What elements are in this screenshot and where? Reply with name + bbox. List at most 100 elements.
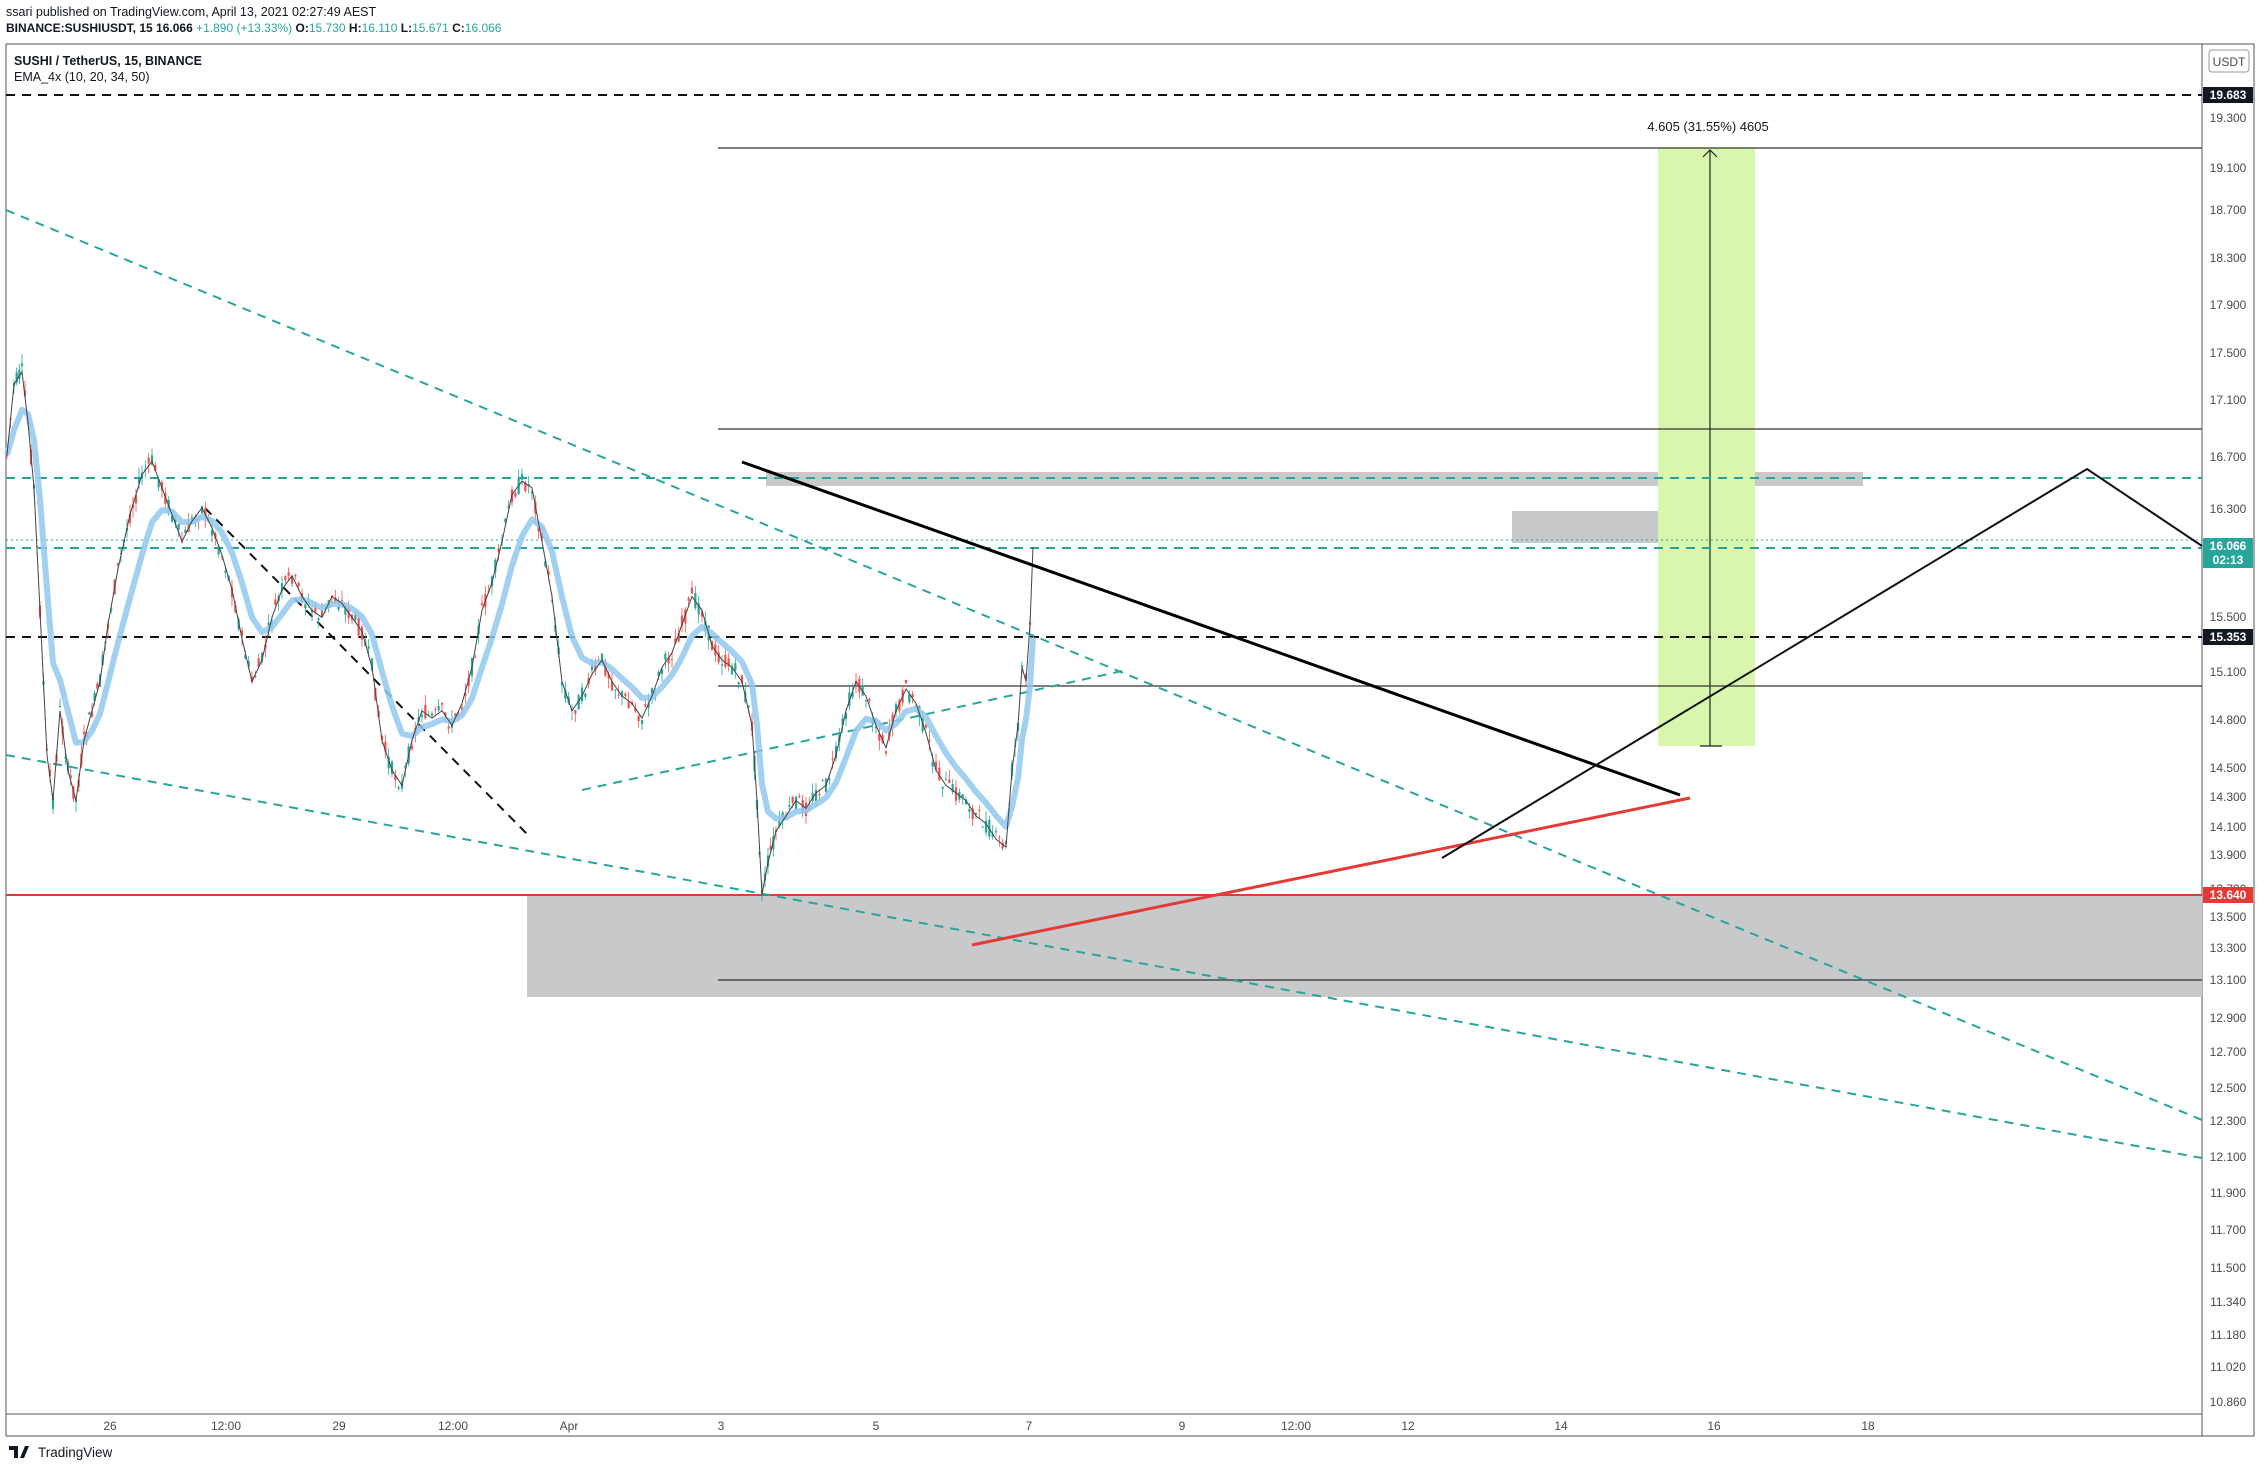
measure-label: 4.605 (31.55%) 4605	[1647, 119, 1768, 134]
candle-body	[530, 491, 534, 494]
candle-body	[674, 638, 677, 644]
candle-body	[904, 679, 908, 684]
candle-body	[58, 706, 62, 708]
candle-body	[527, 484, 530, 486]
price-tick-label: 12.100	[2210, 1150, 2247, 1164]
time-tick-label: 16	[1707, 1419, 1721, 1433]
candle-body	[720, 664, 724, 666]
candle-body	[898, 700, 901, 711]
price-tick-label: 19.300	[2210, 111, 2247, 125]
demand-zone	[527, 894, 2202, 997]
candle-body	[18, 369, 21, 380]
high-label: H:	[348, 21, 362, 35]
candle-body	[131, 504, 135, 509]
candle-body	[147, 457, 150, 464]
candle-body	[69, 775, 72, 779]
candle-body	[647, 703, 650, 708]
price-badge-label: 16.066	[2210, 539, 2247, 553]
candle-body	[677, 633, 680, 642]
candle-body	[610, 681, 614, 691]
price-tick-label: 11.700	[2210, 1223, 2246, 1237]
candle-body	[240, 630, 244, 636]
candle-body	[280, 583, 284, 592]
candle-body	[434, 709, 437, 711]
candle-body	[5, 454, 9, 457]
time-tick-label: 12	[1401, 1419, 1415, 1433]
publisher-line: ssari published on TradingView.com, Apri…	[6, 5, 377, 19]
candle-body	[564, 689, 567, 699]
candle-body	[737, 682, 740, 685]
candle-body	[617, 694, 620, 696]
candle-body	[934, 761, 938, 770]
candle-body	[174, 518, 177, 524]
candle-body	[868, 698, 871, 701]
candle-body	[660, 669, 664, 675]
publish-header: ssari published on TradingView.com, Apri…	[6, 4, 501, 36]
candle-body	[134, 495, 138, 504]
candle-body	[644, 704, 647, 707]
candle-body	[524, 482, 527, 491]
price-badge-label: 13.640	[2210, 888, 2247, 902]
candle-body	[340, 599, 344, 602]
price-tick-label: 12.700	[2210, 1045, 2247, 1059]
candle-body	[998, 837, 1001, 839]
price-tick-label: 12.900	[2210, 1011, 2247, 1025]
candle-body	[984, 820, 988, 833]
candle-body	[607, 673, 610, 679]
candle-body	[928, 739, 931, 742]
candle-body	[844, 712, 848, 720]
candle-body	[410, 746, 414, 750]
time-tick-label: Apr	[560, 1419, 579, 1433]
high-value: 16.110	[361, 21, 398, 35]
candle-body	[727, 658, 730, 667]
candle-body	[600, 653, 604, 663]
candle-body	[667, 657, 670, 664]
tradingview-logo[interactable]: TradingView	[8, 1444, 112, 1460]
price-badge-countdown: 02:13	[2213, 553, 2244, 567]
candle-body	[354, 614, 357, 620]
price-tick-label: 17.100	[2210, 393, 2247, 407]
candle-body	[20, 363, 24, 366]
candle-body	[430, 713, 434, 716]
resistance-zone	[766, 472, 1863, 486]
candle-body	[157, 479, 160, 488]
candle-body	[337, 606, 340, 610]
candle-body	[187, 521, 190, 533]
candle-body	[370, 658, 374, 670]
price-tick-label: 13.900	[2210, 848, 2247, 862]
candle-body	[230, 587, 234, 598]
chart-title: SUSHI / TetherUS, 15, BINANCE	[14, 54, 203, 68]
low-value: 15.671	[412, 21, 449, 35]
candle-body	[294, 575, 297, 577]
time-tick-label: 12:00	[211, 1419, 241, 1433]
candle-body	[474, 656, 477, 658]
candle-body	[304, 604, 307, 609]
candle-body	[687, 598, 690, 601]
candle-body	[444, 712, 447, 716]
candle-body	[93, 692, 96, 701]
indicator-label[interactable]: EMA_4x (10, 20, 34, 50)	[14, 70, 150, 84]
candle-body	[814, 789, 818, 802]
candle-body	[740, 675, 744, 684]
brand-label: TradingView	[38, 1444, 113, 1460]
price-tick-label: 16.300	[2210, 502, 2247, 516]
time-tick-label: 5	[873, 1419, 880, 1433]
candle-body	[247, 661, 250, 667]
price-path	[6, 370, 1034, 895]
candle-body	[604, 663, 607, 676]
candle-body	[858, 678, 861, 692]
currency-badge[interactable]	[2208, 49, 2250, 73]
candle-body	[724, 655, 727, 667]
candle-body	[938, 767, 941, 781]
projection-path	[1441, 467, 2203, 859]
candle-body	[497, 548, 500, 552]
candle-body	[951, 784, 954, 792]
time-axis[interactable]: 26 12:00 29 12:00 Apr 3 5 7 9 12:00 12 14 16 18	[103, 1419, 1875, 1433]
candle-body	[224, 570, 227, 573]
candle-body	[507, 505, 510, 509]
candle-body	[394, 775, 397, 780]
candle-body	[464, 692, 467, 696]
candle-body	[514, 492, 517, 497]
price-axis[interactable]: 19.300 19.100 18.700 18.300 17.900 17.500 17.1…	[2210, 111, 2247, 1409]
